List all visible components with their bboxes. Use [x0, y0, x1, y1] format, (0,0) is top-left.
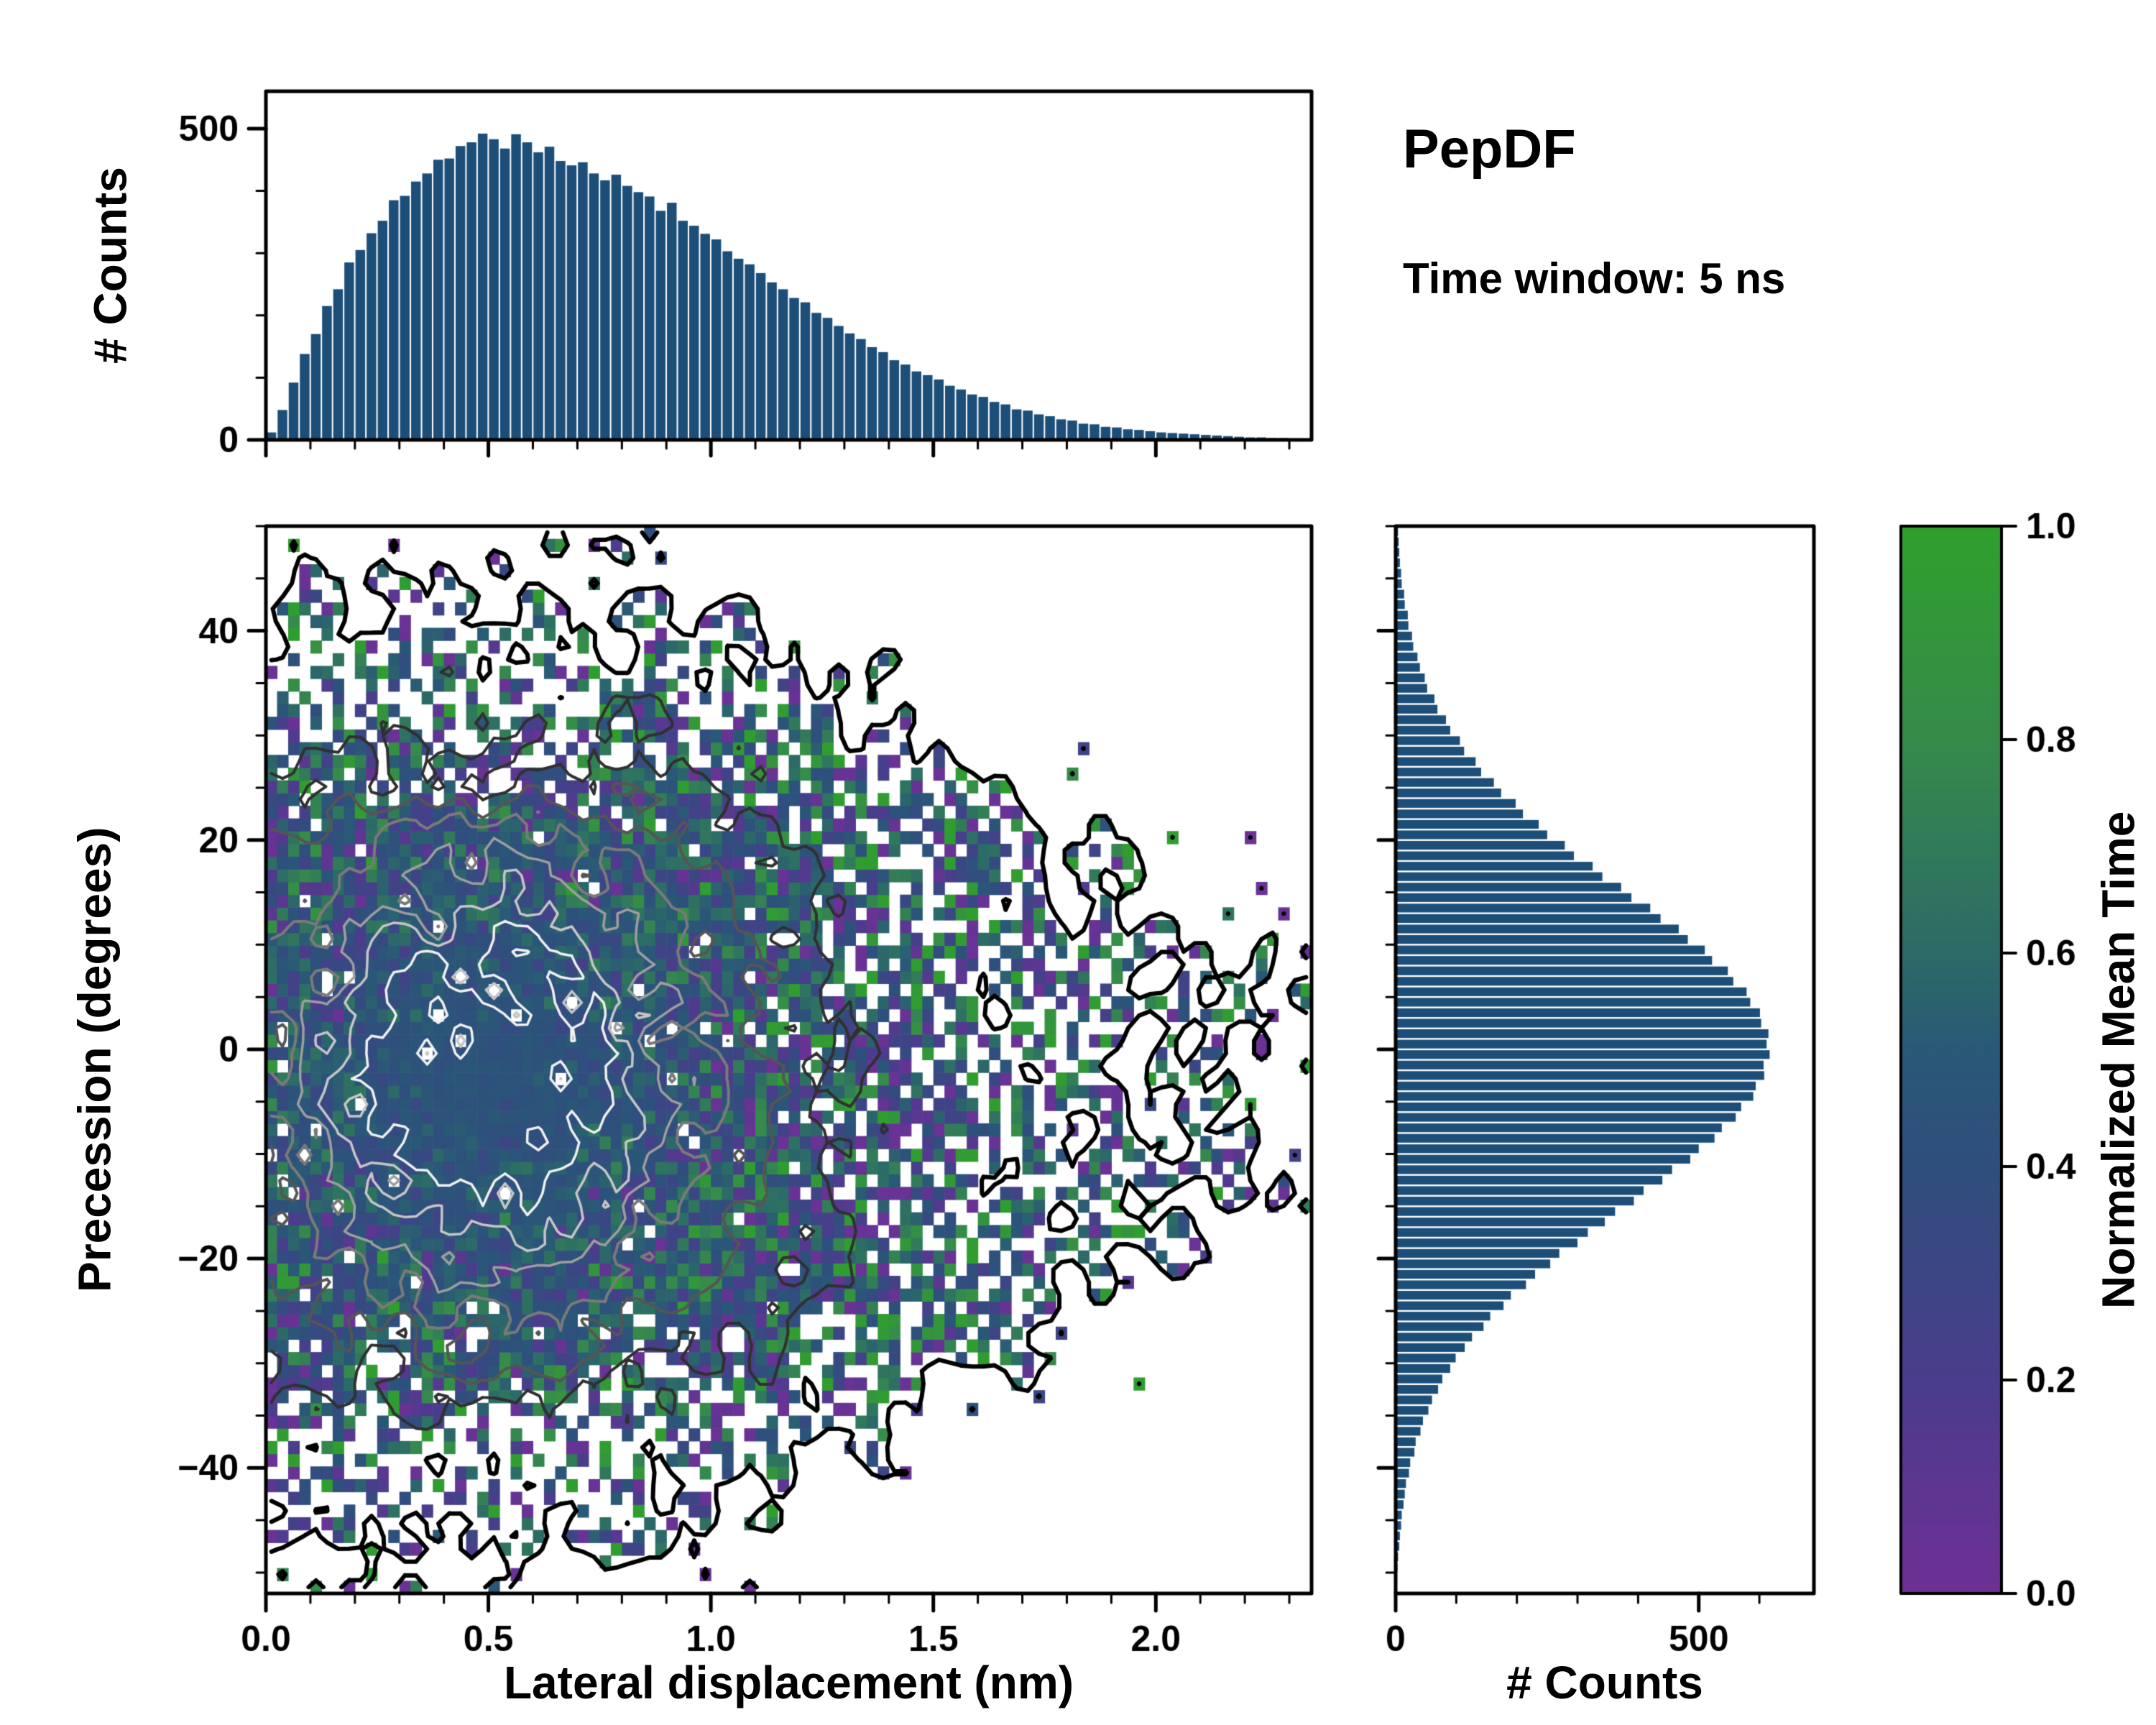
panel-subtitle: Time window: 5 ns [1403, 254, 1786, 303]
panel-title: PepDF [1403, 119, 1576, 180]
top-hist-ylabel: # Counts [84, 167, 137, 364]
main-xlabel: Lateral displacement (nm) [503, 1657, 1074, 1708]
main-ylabel: Precession (degrees) [68, 827, 121, 1293]
right-hist-xlabel: # Counts [1506, 1657, 1703, 1708]
colorbar-label: Normalized Mean Time [2092, 811, 2145, 1309]
